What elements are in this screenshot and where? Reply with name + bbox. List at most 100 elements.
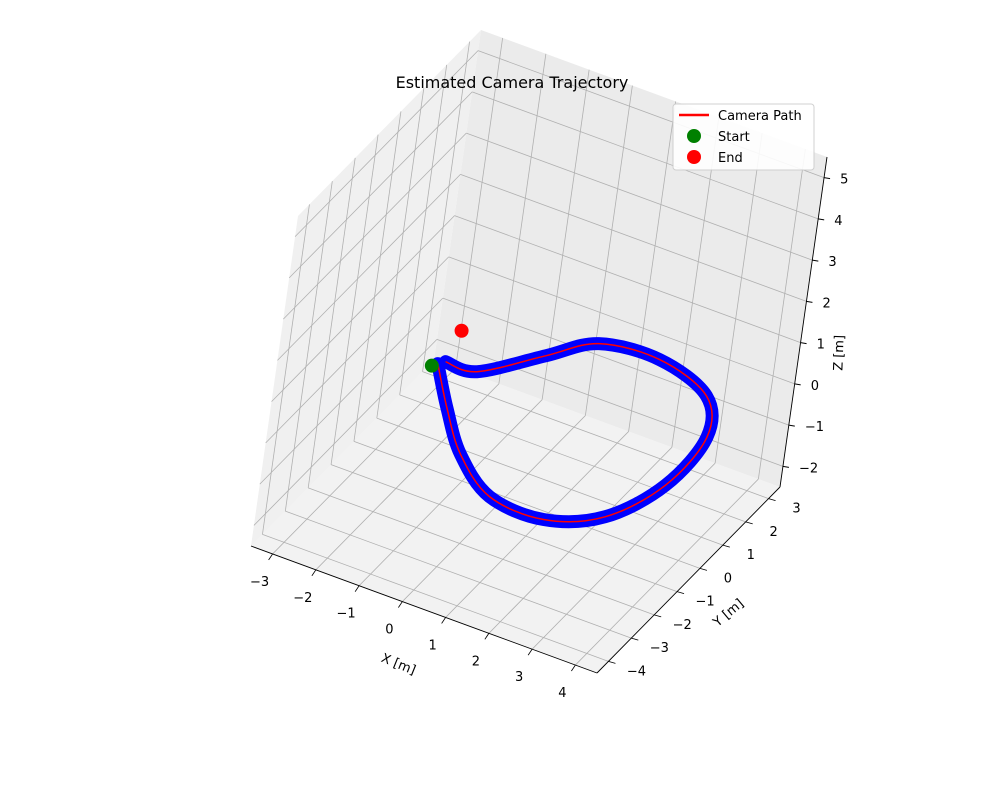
z-tick-label: 5 (840, 173, 848, 188)
grid-line-z-back (460, 173, 807, 302)
x-axis-line (250, 545, 598, 674)
grid-line-x-floor (272, 367, 456, 555)
z-tick-label: 0 (811, 379, 819, 394)
y-tick-label: −2 (673, 618, 692, 633)
legend-label-end: End (718, 151, 743, 166)
grid-line-z-back (472, 91, 819, 220)
y-tick-label: 0 (724, 571, 732, 586)
x-tick-label: 1 (428, 638, 436, 653)
grid-line-z-side (271, 215, 455, 402)
grid-line-y-side (353, 111, 402, 442)
grid-line-z-back (454, 215, 801, 344)
grid-line-z-back (448, 256, 795, 385)
grid-line-x-back (498, 53, 547, 384)
grid-line-y-floor (353, 440, 701, 569)
grid-line-x-back (541, 69, 590, 400)
z-tick-mark (818, 218, 825, 221)
grid-line-x-floor (575, 478, 759, 666)
z-tick-mark (788, 424, 795, 427)
grid-line-y-side (330, 134, 379, 465)
y-tick-mark (722, 544, 730, 548)
grid-line-y-floor (399, 394, 746, 523)
x-tick-mark (571, 664, 576, 672)
legend-label-start: Start (718, 130, 750, 145)
z-tick-label: −2 (799, 461, 818, 476)
grid-line-y-floor (285, 510, 632, 639)
axis-lines (250, 156, 828, 674)
y-tick-mark (608, 660, 616, 664)
camera-path-line (437, 342, 713, 523)
side-pane (251, 30, 481, 546)
grid-line-z-side (253, 339, 438, 526)
x-tick-label: −3 (250, 575, 269, 590)
grid-line-y-side (284, 181, 333, 512)
y-tick-label: −4 (627, 664, 646, 679)
grid-line-z-back (442, 297, 789, 426)
x-tick-mark (441, 617, 446, 624)
grid-line-x-floor (531, 462, 716, 650)
y-tick-mark (631, 637, 639, 641)
legend-swatch-end (687, 150, 701, 164)
z-tick-mark (812, 259, 819, 262)
z-tick-label: 3 (828, 255, 836, 270)
z-tick-label: 2 (822, 296, 830, 311)
z-tick-mark (823, 177, 831, 180)
legend-swatch-start (687, 129, 701, 143)
grid-line-y-side (422, 41, 470, 372)
start-point-marker (424, 358, 439, 373)
y-tick-label: −1 (695, 595, 714, 610)
grid-line-x-back (628, 101, 677, 432)
x-tick-mark (527, 648, 533, 656)
grid-line-x-back (455, 37, 504, 368)
grid-line-x-floor (315, 383, 500, 571)
z-axis-line (779, 156, 828, 488)
grid-line-z-side (259, 297, 444, 485)
y-tick-label: 2 (770, 525, 778, 540)
grid-line-z-back (436, 338, 784, 467)
grid-line-x-floor (358, 399, 543, 586)
y-tick-mark (699, 567, 708, 571)
y-axis-line (596, 486, 781, 674)
trajectory-series (424, 323, 719, 529)
grid-line-y-floor (376, 417, 723, 546)
y-tick-mark (654, 614, 662, 618)
legend-box (672, 103, 815, 171)
x-tick-mark (354, 585, 360, 592)
z-tick-label: −1 (805, 420, 824, 435)
chart-title: Estimated Camera Trajectory (396, 73, 629, 92)
legend-label-camera-path: Camera Path (718, 109, 802, 124)
grid-line-z-side (277, 174, 461, 361)
grid-line-y-side (399, 64, 448, 395)
x-tick-label: 0 (385, 623, 393, 638)
x-tick-mark (268, 553, 273, 561)
z-tick-mark (782, 465, 790, 468)
x-tick-label: 4 (558, 686, 566, 701)
z-tick-label: 4 (834, 214, 842, 229)
grid-line-y-floor (262, 533, 609, 662)
grid-line-y-floor (422, 371, 769, 500)
grid-line-y-side (376, 88, 425, 419)
grid-line-x-back (584, 85, 633, 416)
x-tick-mark (398, 601, 403, 608)
grid-line-x-back (671, 117, 720, 448)
x-tick-mark (484, 633, 490, 640)
z-tick-mark (794, 383, 801, 386)
grid-line-z-side (288, 91, 473, 279)
x-tick-label: 3 (515, 670, 523, 685)
z-axis-label: Z [m] (831, 335, 847, 371)
y-tick-mark (676, 591, 685, 595)
x-tick-label: −2 (293, 591, 312, 606)
grid-line-y-floor (308, 487, 655, 616)
grid-line-z-back (466, 132, 813, 261)
x-axis-label: X [m] (379, 651, 418, 678)
grid-line-x-back (714, 133, 763, 464)
y-tick-mark (745, 521, 753, 525)
grid-line-z-side (265, 256, 449, 444)
grid-line-x-back (757, 149, 806, 480)
y-tick-mark (768, 498, 776, 502)
x-tick-label: −1 (337, 607, 356, 622)
y-tick-label: −3 (650, 641, 669, 656)
grid-line-z-side (283, 132, 467, 320)
